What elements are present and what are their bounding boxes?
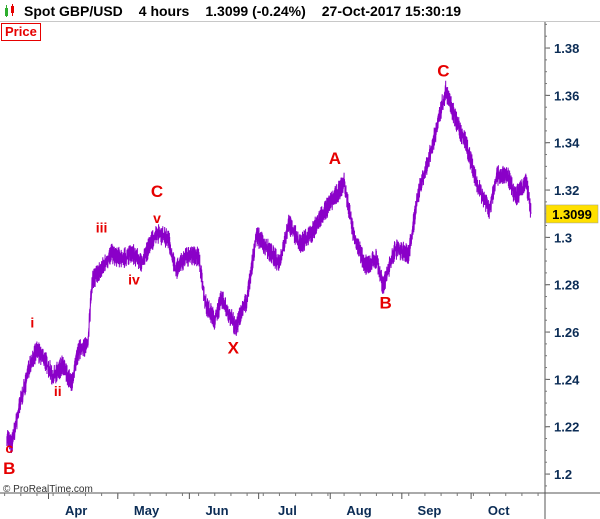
y-tick-label: 1.24 xyxy=(554,372,580,387)
last-value-change: 1.3099 (-0.24%) xyxy=(205,3,305,19)
change-percent: (-0.24%) xyxy=(252,2,306,19)
wave-label: ii xyxy=(54,383,62,399)
wave-label: iii xyxy=(96,220,108,236)
y-tick-label: 1.36 xyxy=(554,88,579,103)
last-price-badge-label: 1.3099 xyxy=(552,207,592,222)
wave-label: iv xyxy=(128,272,140,288)
x-tick-label: Sep xyxy=(418,503,442,518)
y-tick-label: 1.28 xyxy=(554,278,579,293)
y-tick-label: 1.38 xyxy=(554,41,579,56)
y-tick-label: 1.2 xyxy=(554,467,572,482)
x-tick-label: Jun xyxy=(205,503,228,518)
wave-label: C xyxy=(437,61,449,80)
y-tick-label: 1.26 xyxy=(554,325,579,340)
y-tick-label: 1.32 xyxy=(554,183,579,198)
wave-label: i xyxy=(30,314,34,330)
last-value: 1.3099 xyxy=(205,2,249,19)
x-tick-label: Aug xyxy=(346,503,371,518)
x-tick-label: Apr xyxy=(65,503,87,518)
y-tick-label: 1.34 xyxy=(554,136,580,151)
x-tick-label: May xyxy=(134,503,160,518)
price-series-line xyxy=(6,80,532,454)
wave-label: A xyxy=(329,149,341,168)
wave-label: B xyxy=(380,293,392,312)
wave-label: v xyxy=(153,210,161,226)
wave-label: C xyxy=(151,182,163,201)
chart-title-bar: Spot GBP/USD 4 hours 1.3099 (-0.24%) 27-… xyxy=(0,0,600,22)
wave-label: B xyxy=(3,459,15,478)
timestamp: 27-Oct-2017 15:30:19 xyxy=(321,2,462,19)
wave-label: X xyxy=(228,338,240,357)
y-tick-label: 1.22 xyxy=(554,420,579,435)
wave-label: c xyxy=(5,440,13,456)
timeframe: 4 hours xyxy=(138,2,190,19)
x-tick-label: Jul xyxy=(278,503,297,518)
copyright-notice: © ProRealTime.com xyxy=(3,484,93,495)
y-tick-label: 1.3 xyxy=(554,230,572,245)
candlestick-icon xyxy=(4,3,16,18)
x-tick-label: Oct xyxy=(488,503,510,518)
instrument-name: Spot GBP/USD xyxy=(24,2,123,19)
last-price-badge xyxy=(545,204,599,224)
price-panel-label[interactable]: Price xyxy=(1,23,41,41)
